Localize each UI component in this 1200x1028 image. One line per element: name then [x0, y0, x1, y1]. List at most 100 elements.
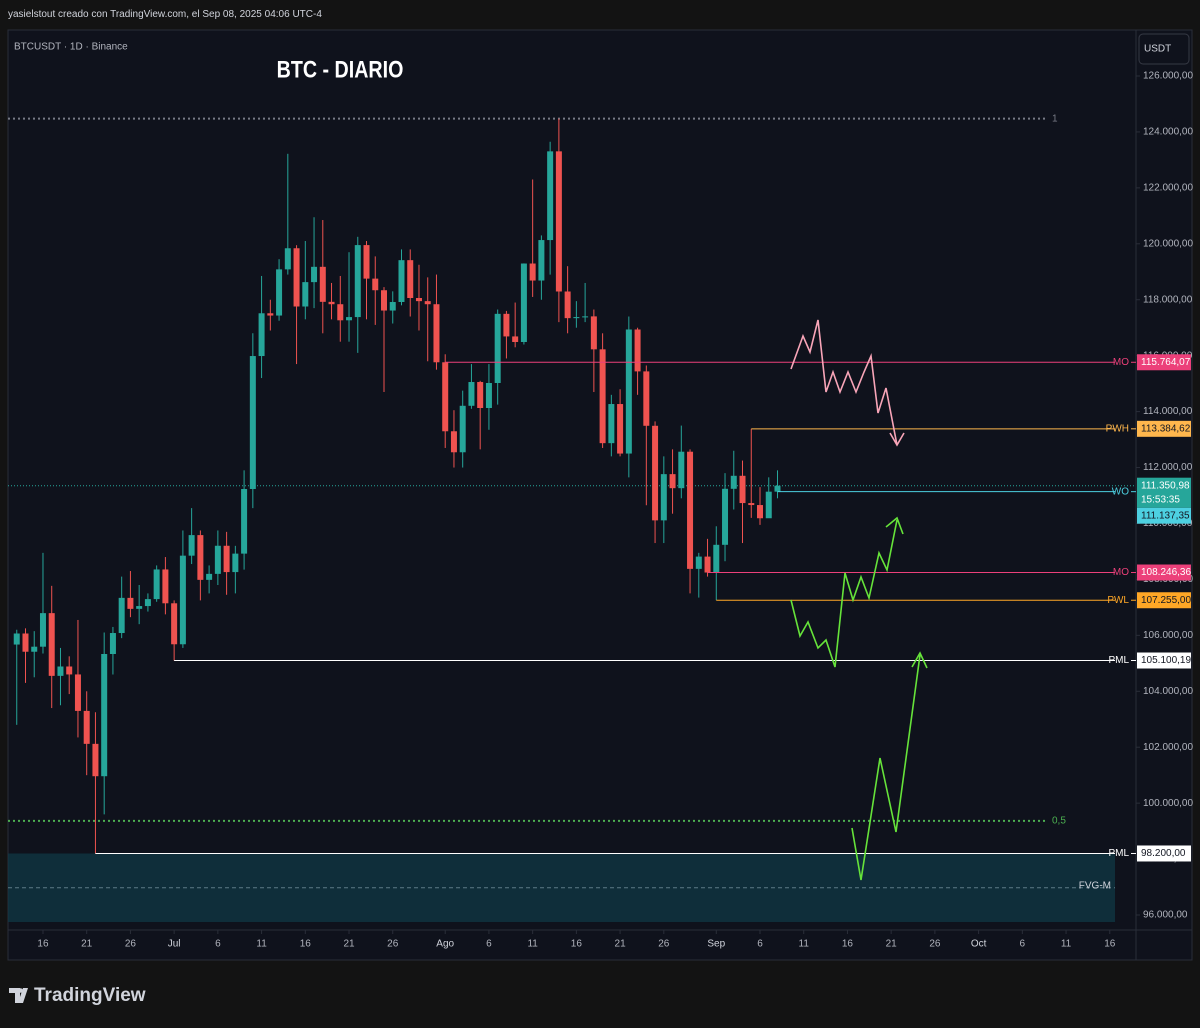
- candle-body: [424, 301, 431, 305]
- candle-body: [695, 556, 702, 569]
- candle-body: [381, 290, 387, 311]
- candle-body: [652, 425, 659, 521]
- x-tick-label: 6: [486, 939, 492, 950]
- y-tick-label: 102.000,00: [1143, 742, 1193, 753]
- candle-body: [214, 545, 221, 574]
- y-tick-label: 96.000,00: [1143, 910, 1188, 921]
- x-tick-label: 11: [799, 939, 810, 950]
- chart-title: BTC - DIARIO: [277, 55, 404, 82]
- candle-body: [179, 555, 186, 645]
- candle-body: [144, 599, 151, 607]
- x-tick-label: 6: [757, 939, 763, 950]
- fib-label: 1: [1052, 113, 1058, 124]
- countdown-label: 15:53:35: [1141, 494, 1180, 505]
- candle-body: [57, 666, 64, 676]
- candle-body: [354, 245, 361, 318]
- level-label: 111.137,35: [1141, 510, 1190, 521]
- candle-body: [459, 405, 466, 453]
- chart-panel: [7, 29, 1193, 961]
- level-name: MO: [1113, 357, 1129, 368]
- candle-body: [101, 653, 108, 777]
- x-tick-label: 16: [37, 939, 49, 950]
- x-tick-label: 21: [343, 939, 355, 950]
- level-name: PML: [1108, 655, 1129, 666]
- candle-body: [765, 491, 772, 519]
- candle-body: [258, 313, 265, 357]
- logo-mark: [9, 988, 28, 1003]
- candle-body: [774, 485, 781, 492]
- candle-body: [757, 505, 763, 519]
- candle-body: [276, 269, 283, 316]
- fib-label: 0,5: [1052, 816, 1066, 827]
- y-tick-label: 112.000,00: [1143, 462, 1193, 473]
- logo-mark: [18, 988, 23, 993]
- level-label: 107.255,00: [1141, 595, 1191, 606]
- candle-body: [293, 248, 300, 307]
- candle-body: [634, 329, 641, 372]
- candle-body: [477, 382, 484, 408]
- candle-body: [223, 545, 230, 573]
- x-tick-label: 21: [615, 939, 627, 950]
- candle-body: [162, 569, 169, 604]
- candle-body: [555, 151, 562, 292]
- arrow-head: [885, 516, 904, 535]
- currency-button[interactable]: [1138, 33, 1190, 65]
- candle-body: [346, 317, 353, 321]
- fvg-label: FVG-M: [1079, 880, 1111, 891]
- level-label: 113.384,62: [1141, 423, 1191, 434]
- x-tick-label: Sep: [707, 939, 725, 950]
- candle-body: [573, 317, 580, 319]
- candle-body: [311, 266, 318, 283]
- candle-body: [520, 263, 527, 342]
- drawings: [790, 319, 928, 881]
- candle-body: [83, 710, 90, 744]
- x-tick-label: 21: [81, 939, 93, 950]
- x-tick-label: 16: [300, 939, 312, 950]
- candle-body: [625, 329, 632, 454]
- level-name: PWL: [1107, 595, 1129, 606]
- candle-body: [31, 646, 38, 652]
- y-tick-label: 118.000,00: [1143, 294, 1193, 305]
- level-name: PWH: [1106, 423, 1129, 434]
- candle-body: [590, 316, 597, 350]
- level-label-box: [1137, 507, 1191, 524]
- candle-body: [643, 371, 650, 426]
- candle-body: [660, 474, 667, 521]
- candle-body: [22, 633, 29, 652]
- level-label-box: [1137, 845, 1191, 862]
- candle-body: [617, 404, 624, 454]
- footer-brand: TradingView: [34, 985, 146, 1006]
- candle-body: [503, 313, 510, 337]
- candle-body: [118, 597, 125, 634]
- candle-body: [302, 282, 309, 307]
- level-name: WO: [1112, 486, 1129, 497]
- candle-body: [415, 298, 422, 302]
- y-tick-label: 114.000,00: [1143, 406, 1193, 417]
- level-label-box: [1137, 652, 1191, 669]
- x-tick-label: 26: [125, 939, 137, 950]
- candle-body: [494, 313, 501, 383]
- level-label: 108.246,36: [1141, 567, 1191, 578]
- x-tick-label: Ago: [436, 939, 454, 950]
- y-tick-label: 126.000,00: [1143, 71, 1193, 82]
- candle-body: [188, 535, 195, 556]
- candle-body: [92, 743, 99, 777]
- candle-body: [564, 291, 571, 319]
- candle-body: [450, 431, 457, 453]
- candle-body: [136, 606, 143, 609]
- last-price-box: [1137, 477, 1191, 508]
- candle-body: [39, 613, 46, 647]
- candle-body: [529, 263, 536, 281]
- currency: USDT: [1144, 44, 1171, 55]
- candle-body: [485, 382, 492, 408]
- candle-body: [608, 404, 615, 444]
- x-tick-label: Jul: [168, 939, 181, 950]
- candle-body: [512, 336, 519, 342]
- level-label-box: [1137, 354, 1191, 371]
- candle-body: [328, 301, 335, 305]
- candle-body: [547, 151, 554, 241]
- arrow-head: [911, 651, 928, 669]
- candle-body: [109, 633, 116, 654]
